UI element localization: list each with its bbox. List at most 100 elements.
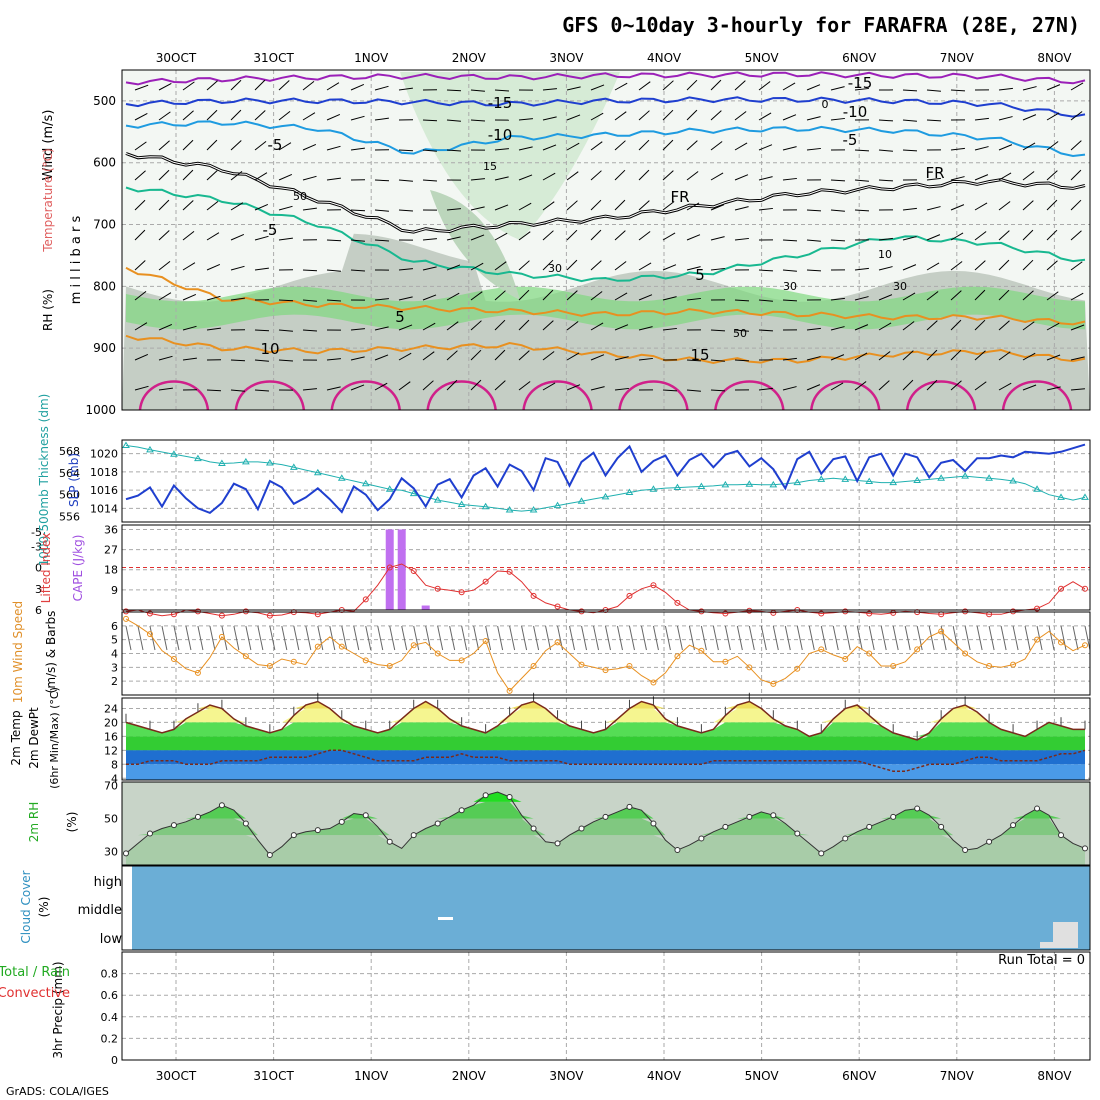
wind-barb [710, 204, 725, 211]
surface-barb [640, 625, 647, 651]
wind-barb [854, 149, 870, 152]
wind-barb [854, 267, 869, 271]
surface-barb [353, 625, 360, 651]
wind-speed-line-marker [650, 679, 657, 686]
wind-barb [830, 86, 845, 91]
rh-band [126, 818, 1085, 836]
day-label-top: 30OCT [156, 51, 197, 65]
cloud-low-patch [1053, 922, 1078, 948]
wind-barb [566, 86, 581, 91]
wind-barb [230, 389, 245, 392]
wind-barb [878, 179, 894, 182]
wind-barb [398, 149, 414, 152]
wind-speed-line-marker [794, 665, 801, 672]
wind-speed-line-marker [410, 642, 417, 649]
thickness-line-marker [218, 459, 226, 467]
cape-tick: 27 [104, 544, 118, 557]
wind-barb [374, 354, 389, 361]
surface-barb [137, 625, 144, 651]
wind-barb [302, 112, 316, 121]
wind-barb [1046, 141, 1059, 151]
temp-tick: 4 [111, 772, 118, 785]
wind-barb [374, 209, 389, 212]
wind-barb [806, 84, 821, 91]
wind-barb [734, 142, 748, 151]
rh-line-marker [458, 807, 465, 814]
cape-tick: 18 [104, 564, 118, 577]
contour-label: 15 [483, 160, 497, 173]
surface-barb [545, 625, 552, 651]
wind-barb [230, 109, 242, 121]
wind-barb [422, 322, 436, 331]
thickness-line-marker [265, 458, 274, 466]
wind-barb [206, 200, 219, 211]
wind-barb [902, 149, 918, 152]
wind-barb [734, 237, 749, 241]
thickness-line-marker [289, 463, 298, 470]
surface-barb [1060, 625, 1067, 651]
rh-line-marker [674, 847, 681, 854]
wind-barb [350, 147, 365, 151]
wind-label-1: 10m Wind Speed [11, 601, 25, 703]
wind-barb [1046, 386, 1061, 391]
upper-side-labels: Wind (m/s) Temperature (°C) RH (%) m i l… [41, 110, 84, 331]
wind-barb [974, 381, 987, 391]
cape-tick: 36 [104, 523, 118, 536]
contour-label: 15 [690, 346, 709, 364]
wind-speed-line-marker [1010, 661, 1017, 668]
wind-barb [950, 261, 963, 271]
wind-barb [254, 110, 266, 121]
temp-label-1: 2m Temp [9, 710, 23, 765]
contour-label: -15 [848, 74, 873, 92]
wind-speed-line-marker [290, 658, 297, 665]
wind-barb [590, 229, 602, 241]
isotherm-20 [810, 380, 881, 411]
wind-barb [398, 352, 412, 361]
wind-barb [710, 110, 722, 121]
wind-barb [686, 171, 699, 181]
wind-barb [878, 322, 892, 331]
wind-barb [854, 324, 869, 331]
wind-barb [902, 379, 914, 391]
rh-line-marker [482, 792, 489, 799]
surface-barb [485, 625, 492, 651]
wind-barb [614, 387, 629, 391]
wind-tick: 3 [111, 661, 118, 674]
day-label-bottom: 6NOV [842, 1069, 877, 1083]
wind-barb [686, 140, 698, 151]
wind-barb [302, 388, 317, 391]
lifted-index-line-marker [123, 608, 129, 615]
wind-barb [1022, 200, 1034, 211]
thickness-line-marker [625, 488, 634, 495]
isotherm--10 [125, 96, 1086, 118]
day-label-top: 3NOV [549, 51, 584, 65]
thickness-line-marker [1009, 477, 1017, 484]
wind-barb [398, 209, 414, 212]
wind-barb [998, 172, 1012, 181]
wind-speed-line-marker [866, 650, 873, 657]
wind-barb [950, 232, 964, 241]
thickness-line-marker [721, 480, 730, 488]
rh-line-marker [410, 832, 417, 839]
lower-side-labels: SLP (mb) 1000-500mb Thickness (dm) CAPE … [0, 394, 85, 1059]
wind-barb [830, 239, 846, 242]
cloud-cover-fill [132, 866, 1090, 950]
pressure-tick: 900 [93, 341, 116, 355]
wind-barb [1070, 356, 1085, 361]
wind-barb [998, 230, 1010, 241]
rh-pocket [400, 72, 620, 240]
rh-line-marker [938, 823, 945, 830]
wind-barb [470, 291, 483, 301]
wind-barb [278, 329, 293, 332]
rh-line-marker [146, 830, 153, 837]
panel-frame-slp [121, 439, 1091, 523]
li-tick: -3 [31, 540, 42, 553]
wind-barb [998, 259, 1010, 271]
rh-line-marker [506, 793, 513, 800]
wind-barb [230, 170, 243, 181]
wind-tick: 6 [111, 620, 118, 633]
wind-barb [1070, 199, 1082, 211]
wind-barb [134, 84, 149, 91]
pressure-tick: 600 [93, 156, 116, 170]
panel-frame-temp [121, 697, 1091, 781]
